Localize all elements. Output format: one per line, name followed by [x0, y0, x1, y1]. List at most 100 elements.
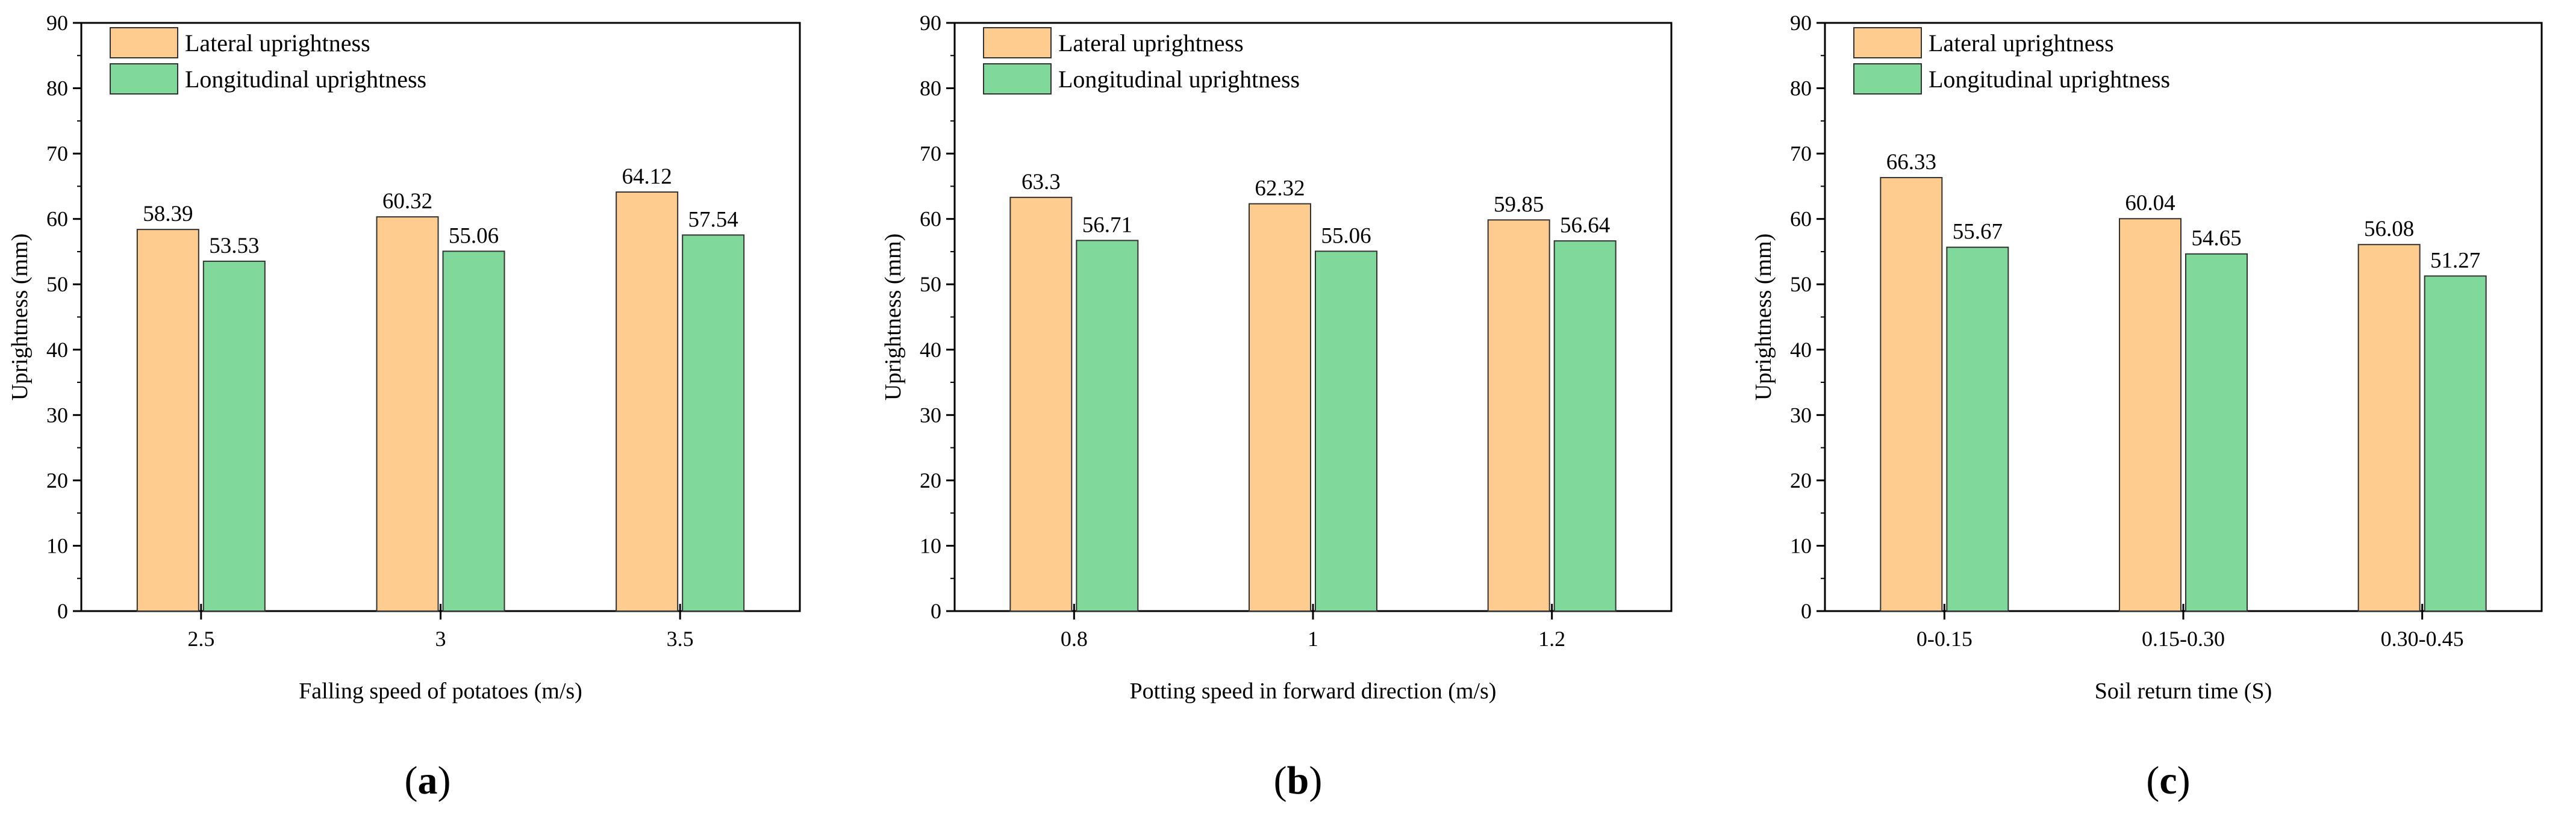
y-tick-label-a-9: 90	[46, 11, 68, 35]
y-tick-label-a-5: 50	[46, 272, 68, 296]
panel-label-c: (c)	[2146, 759, 2190, 803]
y-tick-label-a-0: 0	[57, 599, 68, 623]
data-label-c-0-2: 56.08	[2364, 217, 2414, 241]
legend-label-b-0: Lateral uprightness	[1058, 30, 1244, 57]
y-tick-label-c-7: 70	[1790, 141, 1812, 166]
x-tick-label-c-2: 0.30-0.45	[2381, 627, 2464, 651]
y-tick-label-b-5: 50	[920, 272, 941, 296]
bar-b-longitudinal-1	[1315, 250, 1377, 612]
y-tick-label-a-1: 10	[46, 533, 68, 558]
y-axis-title-a: Uprightness (mm)	[7, 234, 33, 401]
bar-b-lateral-0	[1009, 196, 1073, 612]
y-tick-label-a-6: 60	[46, 207, 68, 231]
y-tick-label-b-4: 40	[920, 338, 941, 362]
data-label-c-0-0: 66.33	[1886, 150, 1936, 175]
y-axis-title-b: Uprightness (mm)	[881, 234, 906, 401]
data-label-a-0-2: 64.12	[622, 164, 672, 189]
data-label-c-1-2: 51.27	[2430, 248, 2480, 273]
x-axis-title-b: Potting speed in forward direction (m/s)	[1130, 679, 1497, 704]
y-tick-label-c-0: 0	[1801, 599, 1812, 623]
panel-label-open-a: (	[405, 759, 418, 803]
bar-a-lateral-0	[136, 229, 199, 612]
x-tick-label-c-0: 0-0.15	[1916, 627, 1973, 651]
bar-c-longitudinal-0	[1946, 246, 2009, 612]
legend-label-a-1: Longitudinal uprightness	[185, 66, 426, 93]
x-axis-title-a: Falling speed of potatoes (m/s)	[299, 679, 582, 704]
y-tick-label-b-1: 10	[920, 533, 941, 558]
legend-swatch-c-0	[1853, 27, 1922, 58]
y-tick-label-c-5: 50	[1790, 272, 1812, 296]
bar-a-longitudinal-0	[202, 260, 266, 612]
panel-label-letter-b: b	[1287, 759, 1309, 803]
bar-c-longitudinal-2	[2424, 275, 2487, 612]
data-label-c-0-1: 60.04	[2125, 191, 2175, 216]
legend-label-a-0: Lateral uprightness	[185, 30, 370, 57]
y-tick-label-c-9: 90	[1790, 11, 1812, 35]
y-tick-label-c-1: 10	[1790, 533, 1812, 558]
data-label-c-1-1: 54.65	[2191, 226, 2241, 251]
x-axis-title-c: Soil return time (S)	[2095, 679, 2272, 704]
data-label-b-0-0: 63.3	[1021, 170, 1061, 194]
y-tick-label-a-4: 40	[46, 338, 68, 362]
bar-a-lateral-1	[376, 216, 439, 612]
panel-label-open-c: (	[2146, 759, 2159, 803]
bar-a-lateral-2	[616, 191, 679, 612]
panel-label-close-c: )	[2177, 759, 2191, 803]
bar-a-longitudinal-1	[442, 250, 505, 612]
x-tick-label-c-1: 0.15-0.30	[2142, 627, 2225, 651]
legend-swatch-c-1	[1853, 63, 1922, 95]
y-tick-label-a-3: 30	[46, 403, 68, 427]
data-label-a-1-2: 57.54	[688, 207, 738, 232]
panel-label-close-b: )	[1309, 759, 1322, 803]
bar-c-longitudinal-1	[2185, 253, 2248, 612]
bar-a-longitudinal-2	[682, 234, 745, 612]
x-tick-label-a-2: 3.5	[667, 627, 694, 651]
y-tick-label-c-4: 40	[1790, 338, 1812, 362]
panel-label-b: (b)	[1274, 759, 1323, 803]
y-tick-label-a-8: 80	[46, 76, 68, 101]
data-label-b-0-1: 62.32	[1255, 176, 1305, 200]
bar-c-lateral-1	[2119, 218, 2181, 612]
data-label-a-1-1: 55.06	[449, 223, 499, 248]
bar-b-longitudinal-0	[1076, 240, 1139, 612]
y-tick-label-c-3: 30	[1790, 403, 1812, 427]
data-label-b-1-1: 55.06	[1321, 223, 1371, 248]
data-label-b-1-0: 56.71	[1082, 213, 1132, 237]
y-tick-label-b-7: 70	[920, 141, 941, 166]
legend-swatch-b-1	[983, 63, 1052, 95]
y-tick-label-c-6: 60	[1790, 207, 1812, 231]
data-label-a-0-0: 58.39	[143, 202, 193, 226]
legend-label-c-0: Lateral uprightness	[1929, 30, 2114, 57]
panel-label-letter-c: c	[2159, 759, 2177, 803]
y-tick-label-a-7: 70	[46, 141, 68, 166]
panel-label-close-a: )	[438, 759, 451, 803]
bar-b-lateral-1	[1249, 203, 1311, 612]
data-label-c-1-0: 55.67	[1953, 220, 2003, 244]
bar-c-lateral-0	[1880, 176, 1943, 612]
data-label-a-1-0: 53.53	[209, 234, 259, 258]
y-tick-label-c-2: 20	[1790, 468, 1812, 492]
y-tick-label-c-8: 80	[1790, 76, 1812, 101]
y-axis-title-c: Uprightness (mm)	[1751, 234, 1776, 401]
data-label-a-0-1: 60.32	[382, 189, 432, 214]
legend-label-c-1: Longitudinal uprightness	[1929, 66, 2170, 93]
x-tick-label-a-1: 3	[435, 627, 446, 651]
panel-label-open-b: (	[1274, 759, 1287, 803]
y-tick-label-b-6: 60	[920, 207, 941, 231]
bar-c-lateral-2	[2357, 244, 2421, 612]
legend-swatch-a-0	[110, 27, 178, 58]
y-tick-label-b-0: 0	[931, 599, 941, 623]
data-label-b-0-2: 59.85	[1494, 192, 1544, 217]
data-label-b-1-2: 56.64	[1560, 213, 1610, 238]
y-tick-label-b-9: 90	[920, 11, 941, 35]
y-tick-label-b-8: 80	[920, 76, 941, 101]
bar-b-lateral-2	[1487, 219, 1550, 612]
bar-b-longitudinal-2	[1553, 240, 1617, 612]
legend-swatch-a-1	[110, 63, 178, 95]
x-tick-label-a-0: 2.5	[187, 627, 214, 651]
panel-label-a: (a)	[405, 759, 451, 803]
legend-label-b-1: Longitudinal uprightness	[1058, 66, 1300, 93]
y-tick-label-b-3: 30	[920, 403, 941, 427]
legend-swatch-b-0	[983, 27, 1052, 58]
